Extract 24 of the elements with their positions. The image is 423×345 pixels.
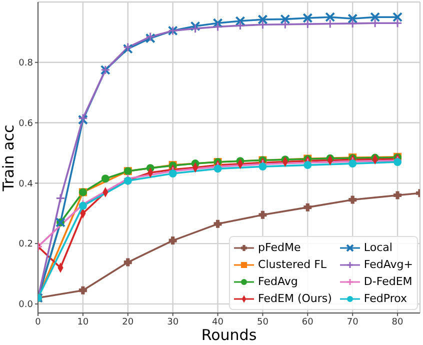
- legend-label: Local: [364, 241, 392, 254]
- y-axis-title: Train acc: [0, 124, 18, 192]
- y-tick-label: 0.8: [18, 58, 34, 69]
- x-tick-label: 80: [392, 317, 404, 328]
- y-tick-label: 0.6: [18, 118, 34, 129]
- legend-label: FedProx: [364, 292, 408, 305]
- x-tick-label: 40: [212, 317, 224, 328]
- x-tick-label: 20: [122, 317, 134, 328]
- y-tick-label: 0.0: [18, 300, 34, 310]
- y-tick-label: 0.4: [18, 179, 34, 190]
- legend-label: pFedMe: [258, 241, 301, 254]
- legend-label: D-FedEM: [364, 275, 412, 288]
- legend-label: FedEM (Ours): [258, 292, 332, 305]
- x-axis-title: Rounds: [200, 326, 258, 344]
- x-tick-label: 70: [346, 317, 359, 328]
- x-tick-label: 30: [167, 317, 179, 328]
- legend-label: FedAvg: [258, 275, 298, 288]
- y-tick-label: 0.2: [18, 240, 33, 250]
- legend-label: FedAvg+: [364, 258, 413, 271]
- x-tick-label: 50: [256, 317, 269, 328]
- x-tick-label: 10: [77, 317, 89, 328]
- x-tick-label: 0: [35, 317, 42, 328]
- x-tick-label: 60: [302, 317, 314, 328]
- legend-label: Clustered FL: [258, 258, 327, 271]
